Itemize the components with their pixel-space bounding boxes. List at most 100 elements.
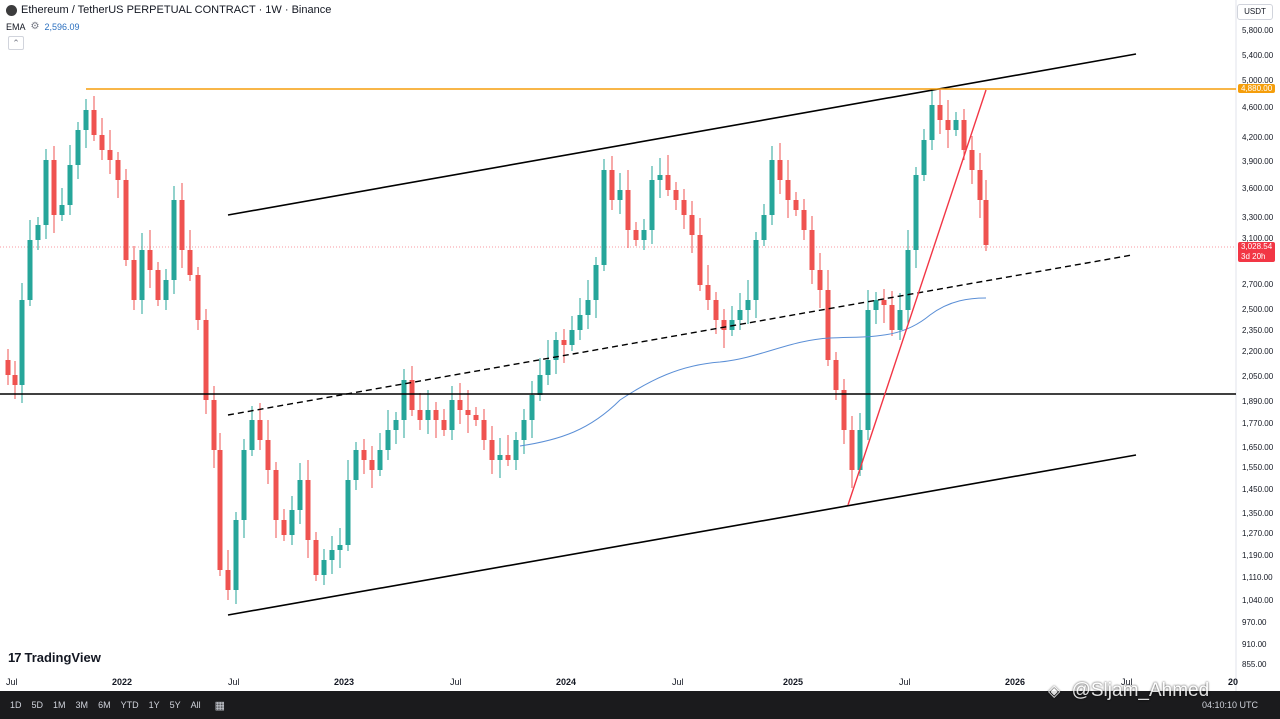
current-price-tag: 3,028.54 3d 20h <box>1238 242 1276 262</box>
candle-body <box>865 310 871 430</box>
time-axis-label: Jul <box>1121 677 1133 687</box>
timeframe-5d[interactable]: 5D <box>31 700 44 710</box>
candle-body <box>91 110 97 135</box>
candle-body <box>681 200 687 215</box>
bottom-toolbar: 1D 5D 1M 3M 6M YTD 1Y 5Y All ▦ <box>0 691 1280 719</box>
candle-body <box>329 550 335 560</box>
candle-body <box>257 420 263 440</box>
price-axis-label: 1,270.00 <box>1242 529 1274 538</box>
candle-body <box>881 300 887 305</box>
settings-icon[interactable]: ⚙ <box>30 21 40 32</box>
upper-channel-line <box>227 53 1137 216</box>
price-axis-label: 3,300.00 <box>1242 213 1274 222</box>
ema-legend: EMA ⚙ 2,596.09 <box>6 21 80 32</box>
chart-legend-header: Ethereum / TetherUS PERPETUAL CONTRACT ·… <box>6 4 331 16</box>
timeframe-ytd[interactable]: YTD <box>120 700 139 710</box>
candle-body <box>75 130 81 165</box>
time-axis-label: 2025 <box>783 677 804 687</box>
price-axis-label: 1,650.00 <box>1242 443 1274 452</box>
timeframe-3m[interactable]: 3M <box>75 700 89 710</box>
candle-body <box>345 480 351 545</box>
candle-body <box>5 360 11 375</box>
candle-body <box>241 450 247 520</box>
candle-body <box>361 450 367 460</box>
candle-body <box>697 235 703 285</box>
candle-body <box>289 510 295 535</box>
currency-button[interactable]: USDT <box>1237 4 1273 20</box>
candle-body <box>305 480 311 540</box>
candle-body <box>425 410 431 420</box>
candle-body <box>35 225 41 240</box>
candle-body <box>921 140 927 175</box>
ema-label[interactable]: EMA <box>6 21 26 32</box>
tradingview-logo[interactable]: 17 TradingView <box>8 650 101 665</box>
candle-body <box>753 240 759 300</box>
candle-body <box>107 150 113 160</box>
candle-body <box>801 210 807 230</box>
share-logo-icon: ◈ <box>1048 683 1061 700</box>
candle-body <box>297 480 303 510</box>
candle-body <box>809 230 815 270</box>
candle-body <box>913 175 919 250</box>
candle-body <box>745 300 751 310</box>
candle-body <box>961 120 967 150</box>
price-axis-label: 1,350.00 <box>1242 509 1274 518</box>
timeframe-5y[interactable]: 5Y <box>169 700 181 710</box>
candle-body <box>849 430 855 470</box>
candle-body <box>761 215 767 240</box>
price-axis-label: 4,200.00 <box>1242 133 1274 142</box>
candle-body <box>721 320 727 330</box>
candle-body <box>601 170 607 265</box>
candle-body <box>433 410 439 420</box>
time-axis-label: 2022 <box>112 677 133 687</box>
tradingview-mark: 17 <box>8 650 22 665</box>
timeframe-1d[interactable]: 1D <box>10 700 22 710</box>
candle-body <box>705 285 711 300</box>
candle-body <box>983 200 989 245</box>
candle-body <box>225 570 231 590</box>
candle-body <box>873 300 879 310</box>
candle-body <box>131 260 137 300</box>
candle-body <box>929 105 935 140</box>
candle-body <box>673 190 679 200</box>
timeframe-all[interactable]: All <box>190 700 201 710</box>
time-axis-label: Jul <box>6 677 18 687</box>
price-axis-label: 5,800.00 <box>1242 26 1274 35</box>
candle-body <box>641 230 647 240</box>
candle-body <box>553 340 559 360</box>
price-axis-label: 2,050.00 <box>1242 372 1274 381</box>
price-axis-label: 2,500.00 <box>1242 305 1274 314</box>
price-chart[interactable] <box>0 0 1280 691</box>
ethereum-icon <box>6 4 17 16</box>
candle-body <box>521 420 527 440</box>
timeframe-1y[interactable]: 1Y <box>148 700 160 710</box>
timeframe-6m[interactable]: 6M <box>98 700 111 710</box>
price-axis-label: 1,550.00 <box>1242 463 1274 472</box>
candle-body <box>457 400 463 410</box>
candle-body <box>609 170 615 200</box>
price-axis-label: 855.00 <box>1242 660 1267 669</box>
candle-body <box>195 275 201 320</box>
utc-clock[interactable]: 04:10:10 UTC <box>1201 700 1258 710</box>
candle-body <box>353 450 359 480</box>
candle-body <box>203 320 209 400</box>
price-axis-label: 1,450.00 <box>1242 485 1274 494</box>
collapse-legend-button[interactable]: ⌃ <box>8 36 24 50</box>
candle-body <box>569 330 575 345</box>
symbol-title[interactable]: Ethereum / TetherUS PERPETUAL CONTRACT ·… <box>21 4 332 16</box>
price-axis-label: 910.00 <box>1242 640 1267 649</box>
countdown: 3d 20h <box>1241 252 1266 261</box>
candle-body <box>265 440 271 470</box>
candle-body <box>163 280 169 300</box>
time-axis-label: 2024 <box>556 677 577 687</box>
candle-body <box>481 420 487 440</box>
time-axis-label: 2023 <box>334 677 355 687</box>
price-axis-label: 4,600.00 <box>1242 103 1274 112</box>
candle-body <box>249 420 255 450</box>
candle-body <box>633 230 639 240</box>
calendar-icon[interactable]: ▦ <box>214 699 226 712</box>
time-axis-label: Jul <box>450 677 462 687</box>
watermark-text: @Sljam_Ahmed <box>1071 680 1210 701</box>
candle-body <box>729 320 735 330</box>
timeframe-1m[interactable]: 1M <box>53 700 66 710</box>
